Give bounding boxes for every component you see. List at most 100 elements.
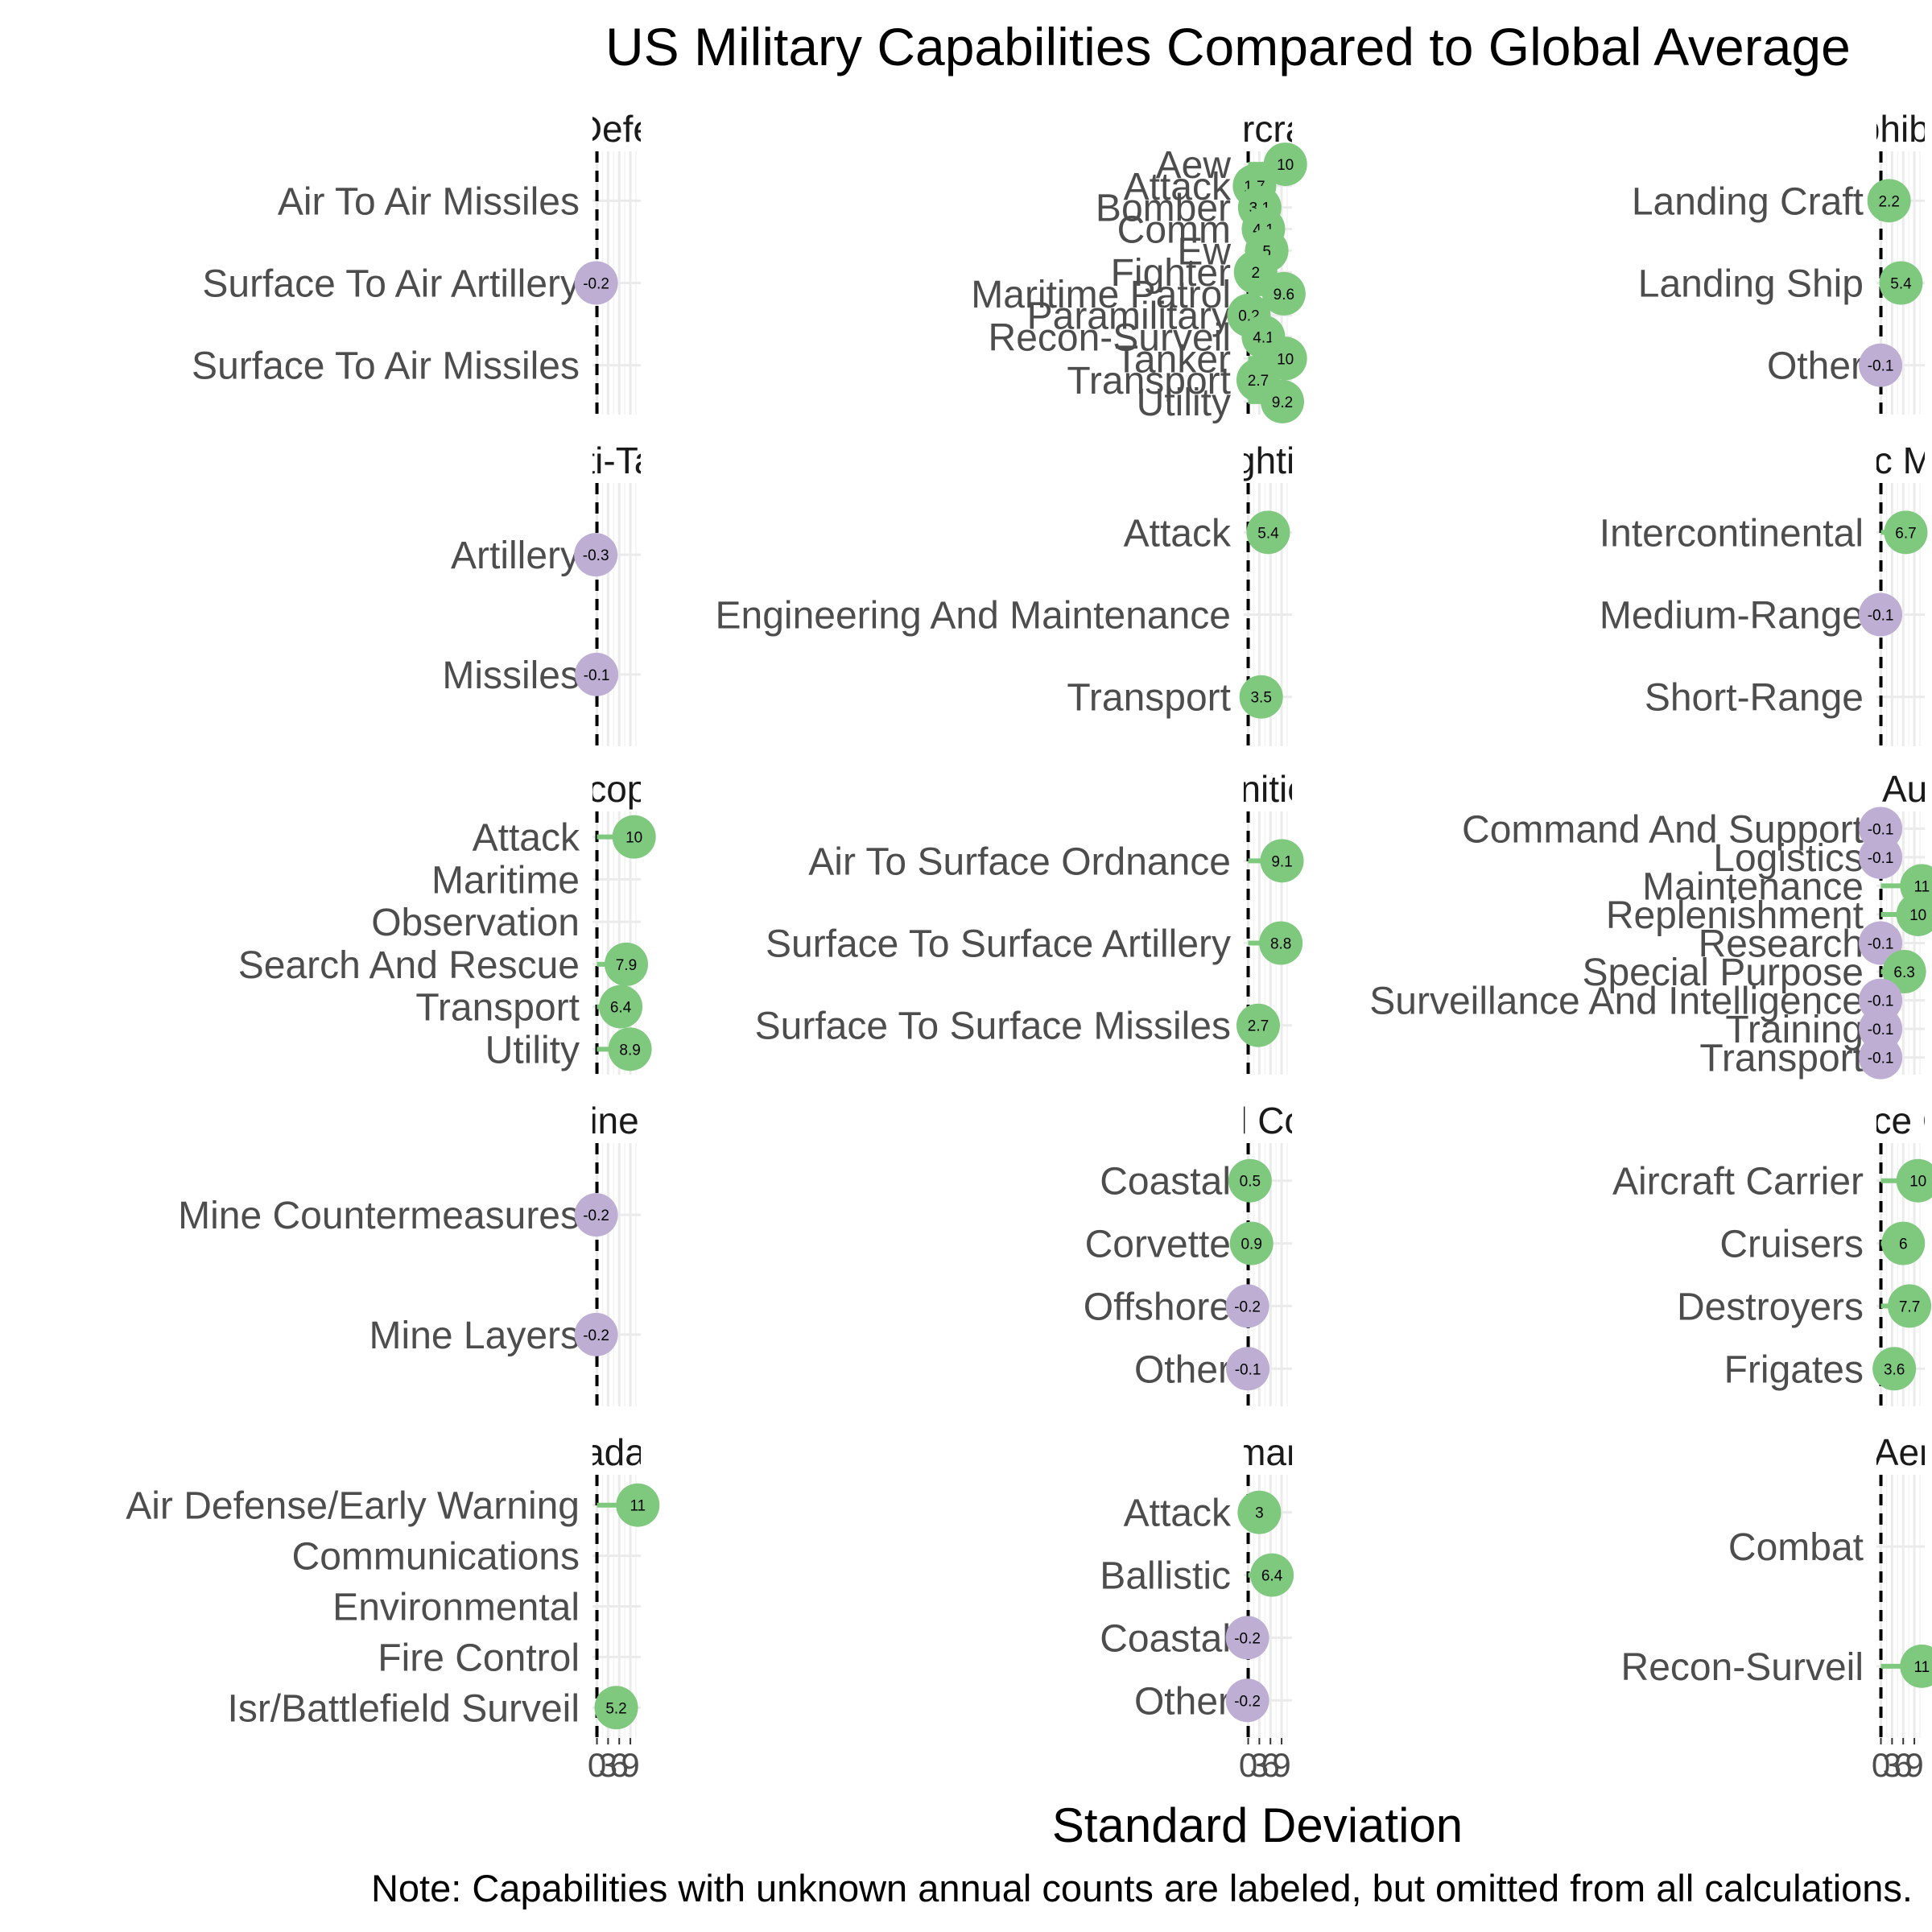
data-point: [574, 261, 618, 305]
data-point: [574, 1193, 618, 1237]
data-label: 8.8: [1270, 936, 1291, 953]
category-label-aew: Aew: [1156, 144, 1232, 187]
data-label: 2.7: [1248, 373, 1269, 390]
data-label: 10: [1277, 157, 1294, 174]
category-label-observation: Observation: [371, 902, 580, 944]
x-tick-label: 3: [1883, 1746, 1901, 1784]
data-label: 2.7: [1248, 1018, 1269, 1035]
data-point: [1225, 1616, 1269, 1660]
data-label: 3: [1255, 1505, 1264, 1522]
data-point: [1872, 1347, 1917, 1391]
category-label-attack: Attack: [473, 817, 580, 860]
data-label: 10: [625, 830, 642, 847]
facet-amphibious: Amphibious Landing Craft 2.2 Landing Ship 5.…: [1632, 109, 1925, 415]
data-point: [1859, 592, 1903, 637]
data-label: -0.1: [1868, 1051, 1894, 1067]
data-label: -0.1: [1868, 850, 1894, 867]
data-label: 9.1: [1271, 853, 1292, 870]
data-label: -0.2: [1234, 1298, 1261, 1315]
data-point: [1900, 1644, 1932, 1688]
facet-radars: Radars Air Defense/Early Warning 11 Communi…: [126, 1431, 676, 1784]
data-label: 2: [1251, 265, 1260, 282]
data-label: 6.7: [1895, 525, 1916, 542]
category-label-aircraft-carrier: Aircraft Carrier: [1612, 1161, 1864, 1203]
facet-helicopters: Helicopters Attack 10 MaritimeObservationSe…: [238, 770, 656, 1075]
data-point: [1250, 1553, 1294, 1597]
data-point: [599, 985, 643, 1029]
facet-strip-label: Armored Fighting Vehicles: [1052, 440, 1484, 481]
category-label-attack: Attack: [1124, 512, 1232, 555]
category-label-other: Other: [1134, 1348, 1231, 1391]
category-label-research: Research: [1699, 923, 1864, 966]
facet-strip-label: Naval Auxiliary: [1779, 768, 1932, 810]
facet-strip-label: Radars: [557, 1431, 676, 1473]
category-label-environmental: Environmental: [332, 1587, 580, 1629]
category-label-transport: Transport: [1067, 360, 1231, 402]
category-label-utility: Utility: [1137, 382, 1231, 424]
data-label: 6.4: [610, 1000, 632, 1017]
x-tick-label: 0: [1872, 1746, 1890, 1784]
category-label-surveillance-and-intelligence: Surveillance And Intelligence: [1369, 980, 1864, 1023]
data-point: [1896, 1158, 1932, 1203]
data-point: [605, 942, 648, 986]
data-label: -0.1: [1235, 1361, 1261, 1378]
category-label-maritime: Maritime: [431, 859, 580, 902]
data-label: -0.1: [1868, 1022, 1894, 1038]
facet-ballistic-missiles: Ballistic Missiles Intercontinental 6.7 Med…: [1600, 440, 1932, 746]
facet-strip-label: Anti-Tank: [539, 440, 695, 481]
data-label: -0.2: [583, 1327, 609, 1344]
data-label: 9.6: [1274, 287, 1294, 303]
x-tick-label: 6: [1894, 1746, 1913, 1784]
data-point: [1236, 1003, 1280, 1047]
data-point: [1260, 839, 1304, 883]
facet-strip-label: Unmanned Aerial Vehicles: [1685, 1431, 1932, 1473]
category-label-comm: Comm: [1117, 208, 1231, 251]
x-tick-label: 3: [599, 1746, 617, 1784]
category-label-maintenance: Maintenance: [1642, 865, 1864, 908]
data-point: [1261, 271, 1306, 316]
facet-naval-surface-combatants: Naval Surface Combatants Aircraft Carrier…: [1612, 1101, 1932, 1406]
data-point: [1246, 510, 1290, 555]
facet-strip-label: Naval Coastal: [1153, 1100, 1383, 1141]
facet-strip-label: Naval Mine Warfare: [454, 1100, 780, 1141]
category-label-intercontinental: Intercontinental: [1600, 512, 1864, 555]
data-label: 0.9: [1241, 1236, 1261, 1253]
category-label-maritime-patrol: Maritime Patrol: [971, 274, 1231, 316]
category-label-utility: Utility: [485, 1029, 580, 1071]
data-point: [1237, 1490, 1282, 1534]
data-point: [612, 815, 656, 859]
category-label-recon-surveil: Recon-Surveil: [1621, 1646, 1864, 1689]
category-label-frigates: Frigates: [1724, 1348, 1864, 1391]
category-label-paramilitary: Paramilitary: [1027, 295, 1231, 338]
category-label-landing-craft: Landing Craft: [1632, 180, 1864, 223]
chart-caption: Note: Capabilities with unknown annual c…: [371, 1867, 1913, 1909]
category-label-corvette: Corvette: [1085, 1224, 1231, 1266]
data-label: 10: [1277, 351, 1294, 368]
data-point: [1229, 1221, 1274, 1265]
data-label: 3.6: [1884, 1361, 1905, 1378]
data-label: 5: [1262, 243, 1271, 260]
x-axis-label: Standard Deviation: [1052, 1798, 1463, 1852]
data-point: [1867, 179, 1911, 223]
data-point: [1263, 142, 1307, 187]
data-point: [1896, 892, 1932, 936]
facet-naval-auxiliary: Naval AuxiliaryCommand And Support-0.1Lo…: [1369, 768, 1932, 1080]
data-label: 5.4: [1890, 276, 1912, 293]
data-label: -0.1: [584, 667, 610, 684]
category-label-offshore: Offshore: [1084, 1286, 1231, 1328]
data-point: [574, 533, 618, 577]
facet-grid: Air Defense Air To Air Missiles Surface To…: [126, 109, 1932, 1784]
category-label-command-and-support: Command And Support: [1462, 808, 1864, 851]
data-label: 9.2: [1272, 394, 1293, 411]
category-label-logistics: Logistics: [1713, 837, 1864, 880]
category-label-recon-surveil: Recon-Surveil: [989, 317, 1231, 360]
x-tick-label: 6: [1261, 1746, 1280, 1784]
facet-strip-label: Ballistic Missiles: [1767, 440, 1932, 481]
category-label-air-defense-early-warning: Air Defense/Early Warning: [126, 1485, 580, 1528]
data-label: 6.4: [1261, 1568, 1283, 1585]
facet-anti-tank: Anti-Tank Artillery -0.3 Missiles -0.1: [442, 440, 695, 746]
data-point: [574, 1312, 618, 1356]
facet-aircraft: AircraftAew10Attack1.7Bomber3.1Comm4.1Ew…: [971, 109, 1307, 424]
category-label-air-to-air-missiles: Air To Air Missiles: [278, 180, 580, 223]
facet-strip-label: Submarines: [1169, 1431, 1366, 1473]
